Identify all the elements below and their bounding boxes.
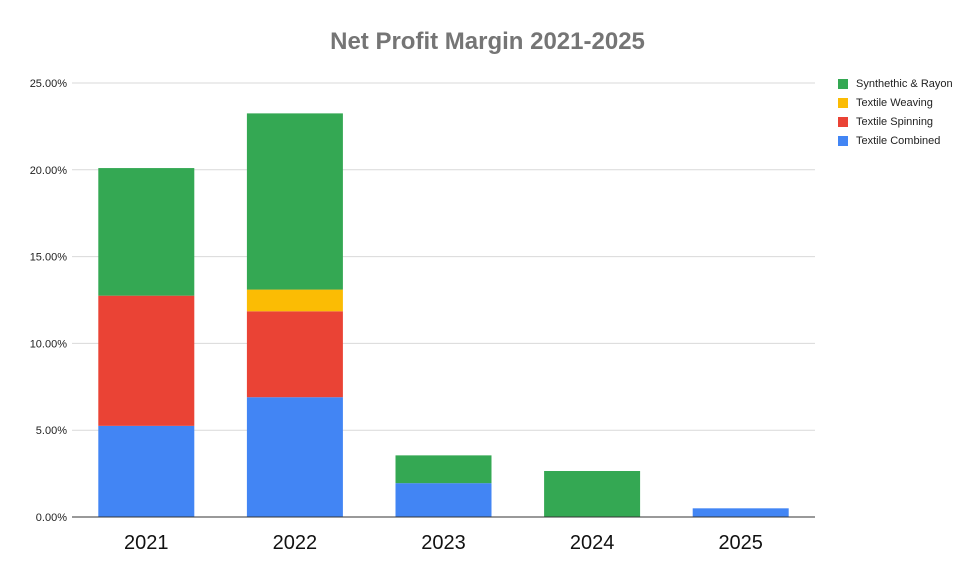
x-tick-label: 2025	[718, 532, 763, 554]
bar-synthethic-rayon-2024	[544, 470, 641, 517]
legend-item: Textile Weaving	[838, 93, 953, 112]
legend-swatch	[838, 78, 848, 89]
x-tick-label: 2024	[570, 532, 615, 554]
bar-textile-spinning-2022	[246, 311, 343, 398]
y-tick-label: 20.00%	[30, 165, 68, 177]
bar-textile-combined-2025	[692, 508, 789, 517]
x-tick-label: 2023	[421, 532, 466, 554]
bar-textile-combined-2022	[246, 397, 343, 517]
x-tick-label: 2022	[273, 532, 318, 554]
legend-swatch	[838, 116, 848, 127]
bar-synthethic-rayon-2022	[246, 113, 343, 290]
legend-swatch	[838, 135, 848, 146]
legend-label: Textile Spinning	[856, 115, 934, 128]
gridlines	[72, 82, 815, 431]
y-tick-label: 0.00%	[36, 512, 67, 524]
bar-textile-spinning-2021	[98, 295, 195, 426]
y-tick-label: 10.00%	[30, 338, 68, 350]
legend-swatch	[838, 97, 848, 108]
y-tick-label: 5.00%	[36, 425, 67, 437]
y-tick-label: 25.00%	[30, 78, 68, 90]
legend-label: Textile Combined	[856, 134, 941, 147]
legend: Synthethic & Rayon Textile Weaving Textile…	[838, 74, 953, 150]
legend-item: Textile Combined	[838, 131, 953, 150]
x-axis-tick-labels: 2021 2022 2023 2024 2025	[124, 532, 763, 554]
bar-synthethic-rayon-2021	[98, 168, 195, 296]
x-tick-label: 2021	[124, 532, 169, 554]
bar-textile-combined-2023	[395, 483, 492, 517]
bars	[98, 113, 789, 517]
legend-item: Synthethic & Rayon	[838, 74, 953, 93]
legend-item: Textile Spinning	[838, 112, 953, 131]
chart-title: Net Profit Margin 2021-2025	[330, 28, 645, 55]
y-tick-label: 15.00%	[30, 252, 68, 264]
y-axis-tick-labels: 0.00% 5.00% 10.00% 15.00% 20.00% 25.00%	[30, 78, 68, 524]
bar-synthethic-rayon-2023	[395, 455, 492, 484]
legend-label: Textile Weaving	[856, 96, 933, 109]
bar-textile-combined-2021	[98, 425, 195, 517]
bar-textile-weaving-2022	[246, 289, 343, 312]
legend-label: Synthethic & Rayon	[856, 77, 953, 90]
